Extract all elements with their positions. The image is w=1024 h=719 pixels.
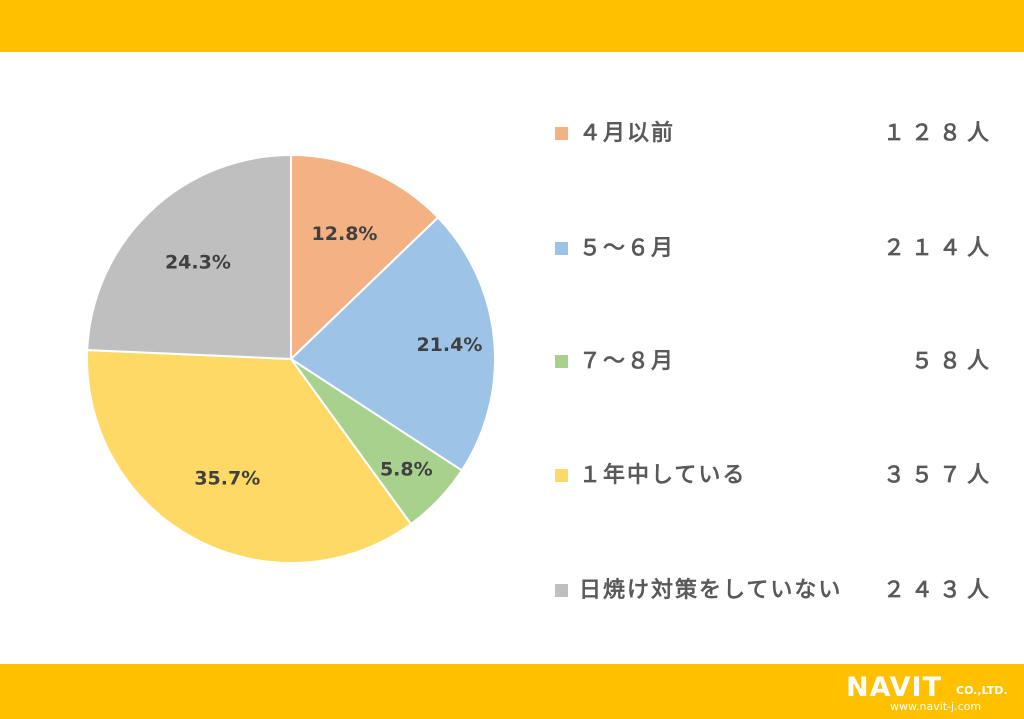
- legend-label: １年中している: [579, 463, 747, 488]
- slice-percent-label: 21.4%: [416, 334, 482, 356]
- slice-percent-label: 5.8%: [380, 459, 433, 481]
- legend-swatch: [555, 469, 568, 482]
- legend-label: ７～８月: [579, 349, 676, 374]
- legend-item-april-before: ４月以前 １２８人: [555, 116, 995, 152]
- legend-item-may-june: ５～６月 ２１４人: [555, 231, 995, 267]
- slice-percent-label: 12.8%: [312, 223, 378, 245]
- legend-count: ２４３人: [882, 578, 995, 603]
- slice-may-june: [289, 216, 496, 472]
- legend-item-all-year: １年中している ３５７人: [555, 458, 995, 494]
- legend-count: ５８人: [910, 349, 995, 374]
- slice-no-sun-care: [86, 153, 292, 361]
- company-logo: NAVIT CO.,LTD. www.navit-j.com: [846, 672, 1016, 714]
- legend-count: ３５７人: [882, 463, 995, 488]
- pie-chart: 12.8% 21.4% 5.8% 35.7% 24.3%: [86, 153, 496, 564]
- legend-count: １２８人: [882, 121, 995, 146]
- legend-label: 日焼け対策をしていない: [579, 578, 843, 603]
- slice-percent-label: 35.7%: [194, 468, 260, 490]
- legend-swatch: [555, 242, 568, 255]
- legend-label: ５～６月: [579, 236, 676, 261]
- top-band: [0, 0, 1024, 52]
- legend-item-no-sun-care: 日焼け対策をしていない ２４３人: [555, 573, 995, 609]
- chart-area: 12.8% 21.4% 5.8% 35.7% 24.3% ４月以前 １２８人 ５～６月 …: [0, 52, 1024, 664]
- logo-url: www.navit-j.com: [890, 700, 982, 713]
- legend-swatch: [555, 127, 568, 140]
- slice-april-before: [290, 153, 440, 362]
- slice-all-year: [86, 348, 413, 564]
- legend-label: ４月以前: [579, 121, 676, 146]
- legend-swatch: [555, 584, 568, 597]
- logo-wordmark: NAVIT: [846, 672, 943, 703]
- bottom-band: [0, 664, 1024, 719]
- legend-swatch: [555, 355, 568, 368]
- legend-item-july-aug: ７～８月 ５８人: [555, 344, 995, 380]
- slice-percent-label: 24.3%: [165, 252, 231, 274]
- legend-count: ２１４人: [882, 236, 995, 261]
- logo-suffix: CO.,LTD.: [956, 684, 1008, 697]
